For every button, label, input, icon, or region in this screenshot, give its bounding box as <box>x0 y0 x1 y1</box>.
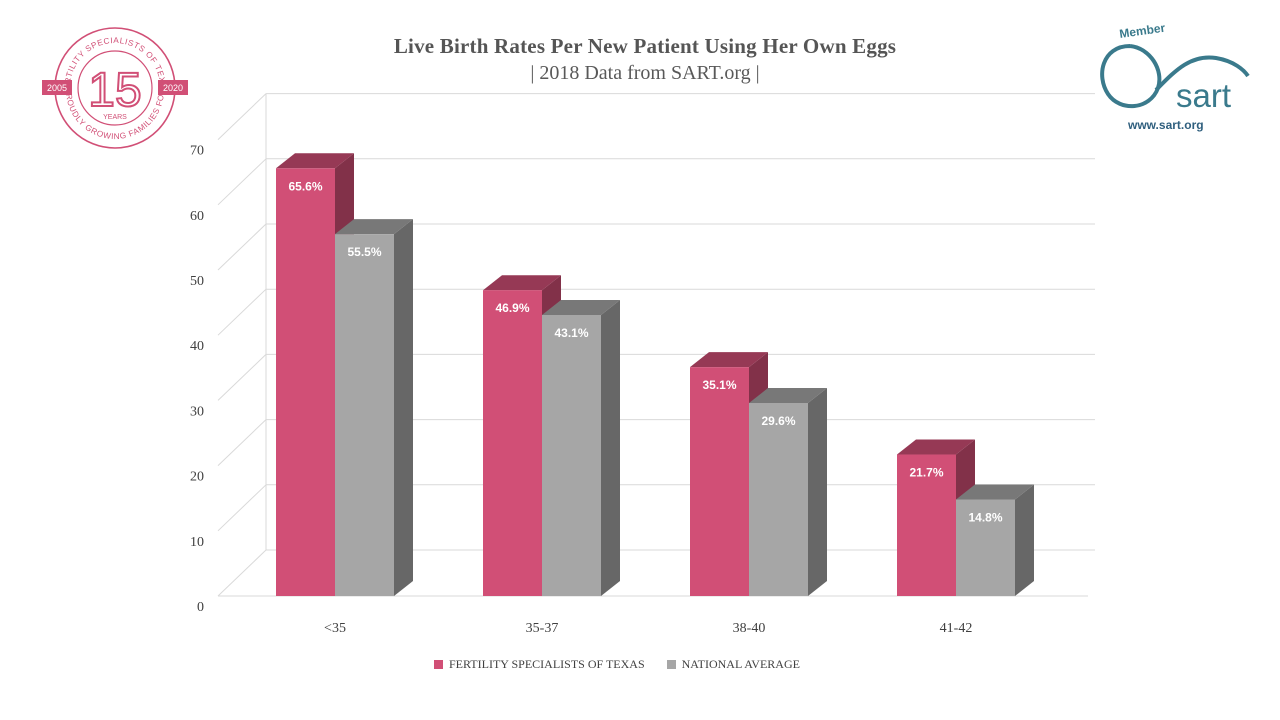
legend-item-national: NATIONAL AVERAGE <box>666 657 800 672</box>
bar-top <box>276 153 354 169</box>
sart-wordmark: sart <box>1176 77 1231 114</box>
bar <box>749 403 808 596</box>
x-category-label: <35 <box>324 621 346 636</box>
x-category-label: 35-37 <box>526 621 559 636</box>
x-category-label: 41-42 <box>940 621 973 636</box>
y-tick-label: 70 <box>190 144 204 159</box>
badge-year-start: 2005 <box>47 83 67 93</box>
data-label: 55.5% <box>347 245 381 259</box>
anniversary-badge-logo: FERTILITY SPECIALISTS OF TEXAS PROUDLY G… <box>40 26 188 149</box>
gridline-diagonal <box>217 93 267 140</box>
legend-item-fst: FERTILITY SPECIALISTS OF TEXAS <box>434 657 645 672</box>
gridline-diagonal <box>217 158 267 206</box>
bar-side <box>808 388 827 596</box>
data-label: 29.6% <box>761 414 795 428</box>
chart-header: Live Birth Rates Per New Patient Using H… <box>0 34 1280 85</box>
legend-swatch-fst <box>434 660 443 669</box>
bar-top <box>749 388 827 404</box>
gridline-diagonal <box>217 288 267 336</box>
legend-label-national: NATIONAL AVERAGE <box>681 657 800 671</box>
x-category-label: 38-40 <box>733 621 766 636</box>
bar-top <box>956 484 1034 500</box>
bar <box>335 234 394 596</box>
bar-side <box>601 299 620 596</box>
legend-label-fst: FERTILITY SPECIALISTS OF TEXAS <box>449 657 645 671</box>
y-tick-label: 30 <box>190 404 204 419</box>
y-tick-label: 10 <box>190 535 204 550</box>
data-label: 65.6% <box>288 179 322 193</box>
chart-legend: FERTILITY SPECIALISTS OF TEXAS NATIONAL … <box>434 657 800 672</box>
bar-side <box>1015 484 1034 596</box>
y-tick-label: 20 <box>190 470 204 485</box>
gridline-diagonal <box>217 223 267 271</box>
badge-years: YEARS <box>103 114 127 121</box>
y-tick-label: 40 <box>190 339 204 354</box>
bar-top <box>483 275 561 291</box>
bar-top <box>690 352 768 368</box>
data-label: 14.8% <box>968 511 1002 525</box>
bar-top <box>897 439 975 455</box>
badge-year-end: 2020 <box>163 83 183 93</box>
chart-title: Live Birth Rates Per New Patient Using H… <box>393 34 897 58</box>
y-tick-label: 50 <box>190 274 204 289</box>
y-tick-label: 60 <box>190 209 204 224</box>
gridline-diagonal <box>217 484 267 532</box>
bar <box>690 367 749 596</box>
bar <box>483 290 542 596</box>
gridline-diagonal <box>217 419 267 466</box>
chart-subtitle: | 2018 Data from SART.org | <box>530 62 760 84</box>
bar-top <box>542 299 620 315</box>
legend-swatch-national <box>666 660 676 669</box>
sart-member-logo: Member sart <box>1100 24 1250 114</box>
bar-top <box>335 219 413 235</box>
gridline-diagonal <box>217 549 267 597</box>
bar <box>276 168 335 596</box>
sart-url: www.sart.org <box>1128 118 1204 132</box>
bar <box>542 314 601 596</box>
bar <box>956 499 1015 596</box>
bar-side <box>394 219 413 596</box>
y-tick-label: 0 <box>197 600 204 615</box>
data-label: 43.1% <box>554 326 588 340</box>
badge-number: 15 <box>88 64 141 117</box>
data-label: 21.7% <box>909 466 943 480</box>
bar <box>897 454 956 596</box>
gridline-diagonal <box>217 354 267 401</box>
data-label: 35.1% <box>702 378 736 392</box>
data-label: 46.9% <box>495 301 529 315</box>
